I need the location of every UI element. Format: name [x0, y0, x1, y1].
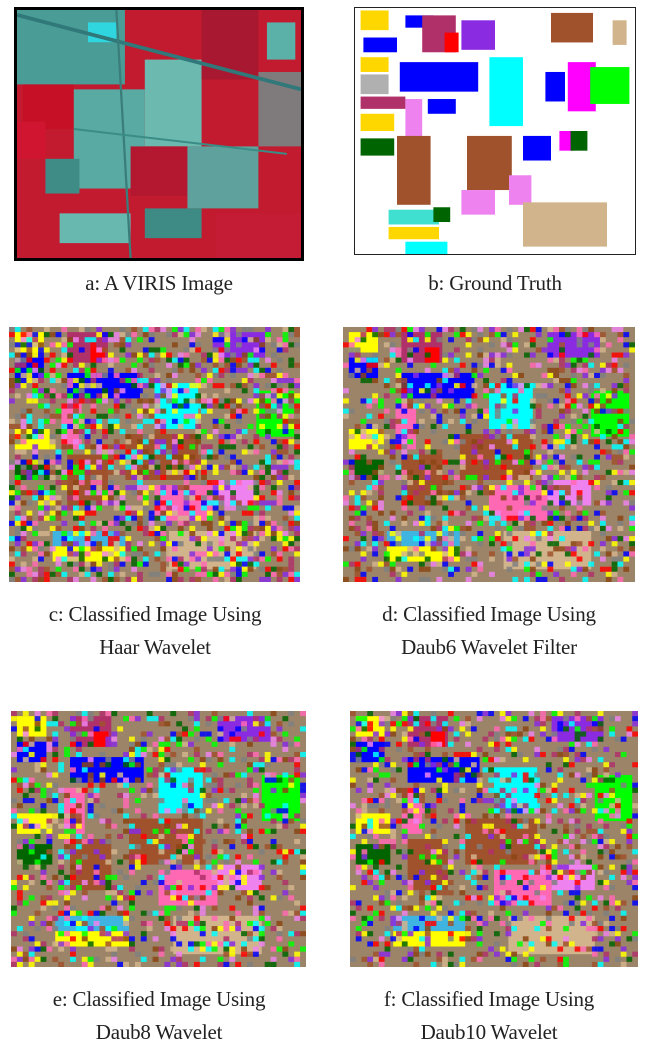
aviris-image: [14, 7, 304, 261]
caption-e-line-1: e: Classified Image Using: [52, 987, 266, 1011]
caption-f-line-2: Daub10 Wavelet: [420, 1020, 558, 1044]
caption-f: f: Classified Image Using Daub10 Wavelet: [330, 983, 648, 1049]
caption-c-line-2: Haar Wavelet: [99, 635, 211, 659]
ground-truth-image: [354, 7, 636, 255]
caption-e-line-2: Daub8 Wavelet: [95, 1020, 223, 1044]
caption-c-line-1: c: Classified Image Using: [48, 602, 262, 626]
classified-image-daub6: [343, 327, 635, 582]
caption-d-line-1: d: Classified Image Using: [382, 602, 596, 626]
caption-e: e: Classified Image Using Daub8 Wavelet: [0, 983, 318, 1049]
caption-a-line-1: a: A VIRIS Image: [85, 271, 233, 295]
caption-d: d: Classified Image Using Daub6 Wavelet …: [330, 598, 648, 664]
classified-image-daub8: [11, 711, 306, 967]
caption-a: a: A VIRIS Image: [14, 267, 304, 300]
caption-b: b: Ground Truth: [354, 267, 636, 300]
caption-d-line-2: Daub6 Wavelet Filter: [401, 635, 577, 659]
classified-image-haar: [9, 327, 300, 582]
caption-f-line-1: f: Classified Image Using: [383, 987, 595, 1011]
classified-image-daub10: [350, 711, 638, 967]
caption-b-line-1: b: Ground Truth: [428, 271, 562, 295]
caption-c: c: Classified Image Using Haar Wavelet: [0, 598, 310, 664]
